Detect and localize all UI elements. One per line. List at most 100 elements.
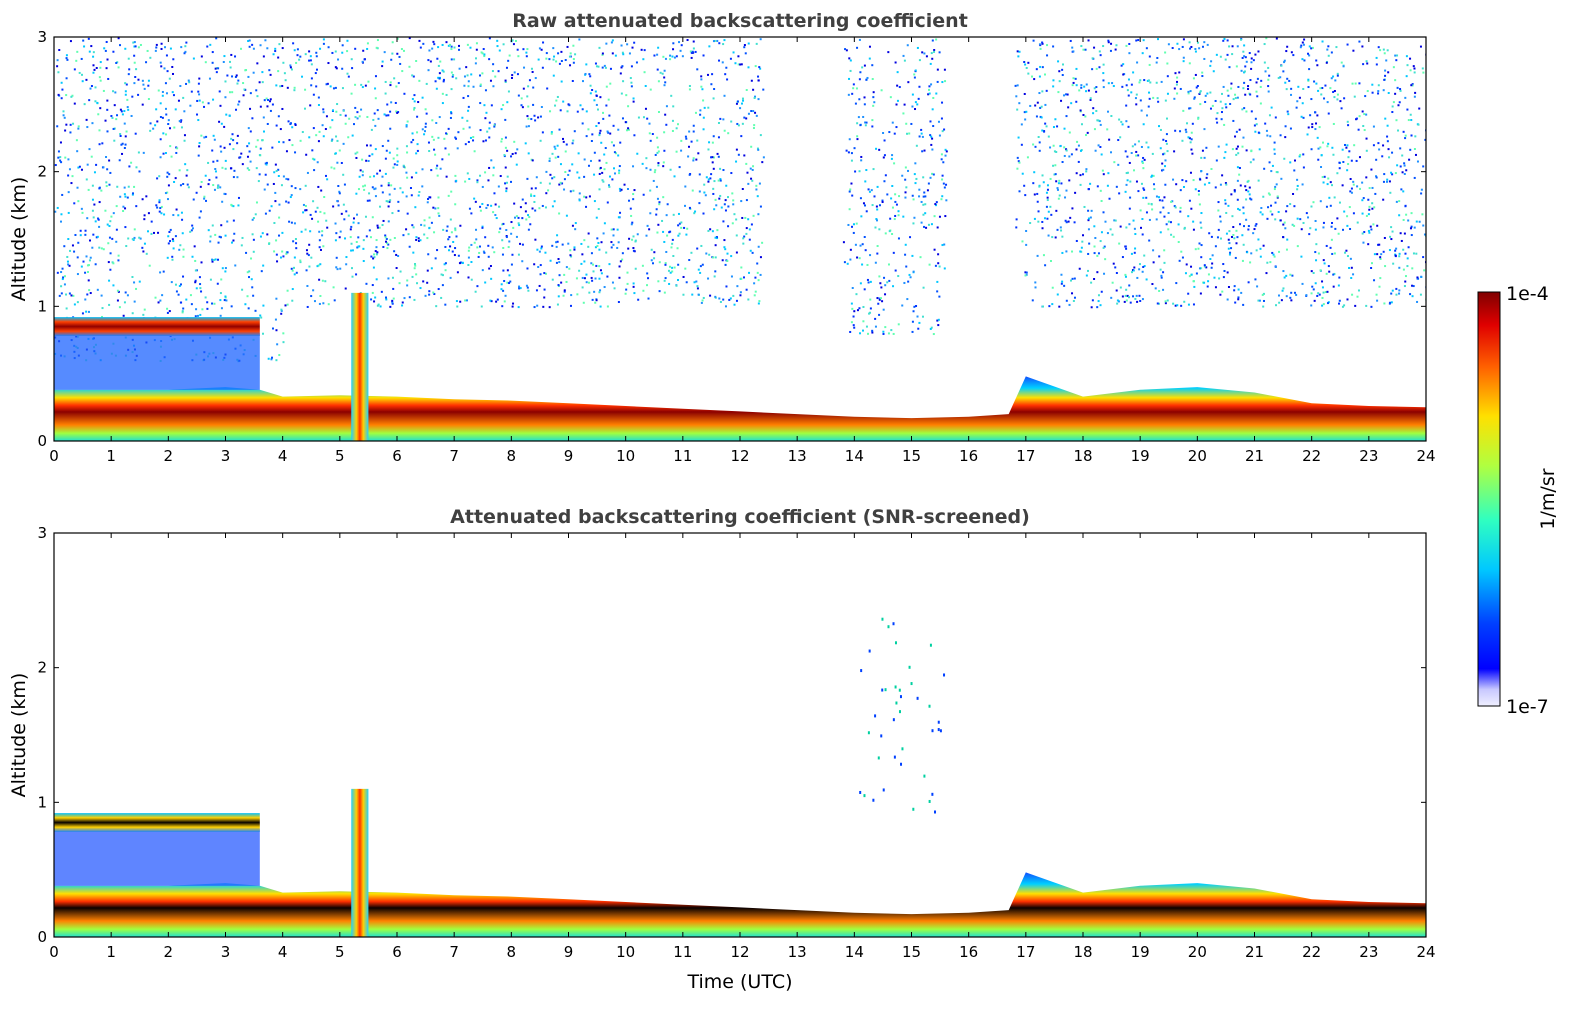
noise-speck <box>672 254 675 257</box>
panel-screened-ylabel: Altitude (km) <box>8 673 30 798</box>
noise-speck <box>526 95 529 98</box>
noise-speck <box>246 145 249 148</box>
noise-speck <box>1102 211 1105 214</box>
noise-speck <box>571 142 574 145</box>
noise-speck <box>526 115 529 118</box>
noise-speck <box>1047 234 1050 237</box>
noise-speck <box>1244 185 1247 188</box>
noise-speck <box>286 289 289 292</box>
noise-speck <box>924 195 927 198</box>
screened-speck <box>928 799 931 803</box>
noise-speck <box>865 78 868 81</box>
noise-speck <box>1241 108 1244 111</box>
noise-speck <box>540 245 543 248</box>
noise-speck <box>1240 38 1243 41</box>
noise-speck <box>111 116 114 119</box>
noise-speck <box>880 297 883 300</box>
noise-speck <box>145 195 148 198</box>
noise-speck <box>848 77 851 80</box>
noise-speck <box>1322 221 1325 224</box>
noise-speck <box>1056 188 1059 191</box>
noise-speck <box>62 114 65 117</box>
noise-speck <box>1125 247 1128 250</box>
noise-speck <box>849 188 852 191</box>
noise-speck <box>1274 218 1277 221</box>
noise-speck <box>1356 185 1359 188</box>
noise-speck <box>524 142 527 145</box>
screened-speck <box>910 682 913 686</box>
noise-speck <box>1321 296 1324 299</box>
noise-speck <box>735 102 738 105</box>
noise-speck <box>619 141 622 144</box>
noise-speck <box>67 238 70 241</box>
noise-speck <box>1219 215 1222 218</box>
noise-speck <box>1395 119 1398 122</box>
noise-speck <box>211 260 214 263</box>
noise-speck <box>1394 254 1397 257</box>
noise-speck <box>169 145 172 148</box>
noise-speck <box>433 293 436 296</box>
noise-speck <box>149 122 152 125</box>
noise-speck <box>1210 235 1213 238</box>
noise-speck <box>1363 113 1366 116</box>
noise-speck <box>434 257 437 260</box>
noise-speck <box>225 299 228 302</box>
noise-speck <box>200 180 203 183</box>
noise-speck <box>1236 198 1239 201</box>
noise-speck <box>1254 224 1257 227</box>
noise-speck <box>1269 261 1272 264</box>
noise-speck <box>626 271 629 274</box>
noise-speck <box>1088 242 1091 245</box>
noise-speck <box>1293 169 1296 172</box>
noise-speck <box>1361 212 1364 215</box>
noise-speck <box>1077 160 1080 163</box>
noise-speck <box>76 273 79 276</box>
noise-speck <box>71 244 74 247</box>
noise-speck <box>338 236 341 239</box>
noise-speck <box>1347 124 1350 127</box>
noise-speck <box>1133 251 1136 254</box>
noise-speck <box>487 244 490 247</box>
noise-speck <box>847 151 850 154</box>
noise-speck <box>737 63 740 66</box>
noise-speck <box>1378 243 1381 246</box>
noise-speck <box>1331 221 1334 224</box>
noise-speck <box>500 283 503 286</box>
noise-speck <box>401 301 404 304</box>
noise-speck <box>617 128 620 131</box>
noise-speck <box>1190 273 1193 276</box>
x-tick-label: 23 <box>1359 447 1378 465</box>
noise-speck <box>928 263 931 266</box>
noise-speck <box>583 277 586 280</box>
noise-speck <box>485 111 488 114</box>
noise-speck <box>1331 252 1334 255</box>
noise-speck <box>199 283 202 286</box>
noise-speck <box>718 59 721 62</box>
noise-speck <box>1023 60 1026 63</box>
noise-speck <box>240 244 243 247</box>
noise-speck <box>545 192 548 195</box>
noise-speck <box>368 199 371 202</box>
noise-speck <box>1143 188 1146 191</box>
noise-speck <box>1042 254 1045 257</box>
noise-speck <box>1201 75 1204 78</box>
noise-speck <box>374 296 377 299</box>
screened-speck <box>882 788 885 792</box>
noise-speck <box>248 142 251 145</box>
noise-speck <box>687 155 690 158</box>
noise-speck <box>467 80 470 83</box>
noise-speck <box>341 67 344 70</box>
noise-speck <box>618 276 621 279</box>
noise-speck <box>1413 95 1416 98</box>
noise-speck <box>182 248 185 251</box>
noise-speck <box>713 208 716 211</box>
noise-speck <box>1209 64 1212 67</box>
noise-speck <box>562 140 565 143</box>
noise-speck <box>594 90 597 93</box>
noise-speck <box>569 52 572 55</box>
noise-speck <box>920 128 923 131</box>
noise-speck <box>522 48 525 51</box>
noise-speck <box>1395 287 1398 290</box>
noise-speck <box>1424 138 1426 141</box>
noise-speck <box>556 144 559 147</box>
